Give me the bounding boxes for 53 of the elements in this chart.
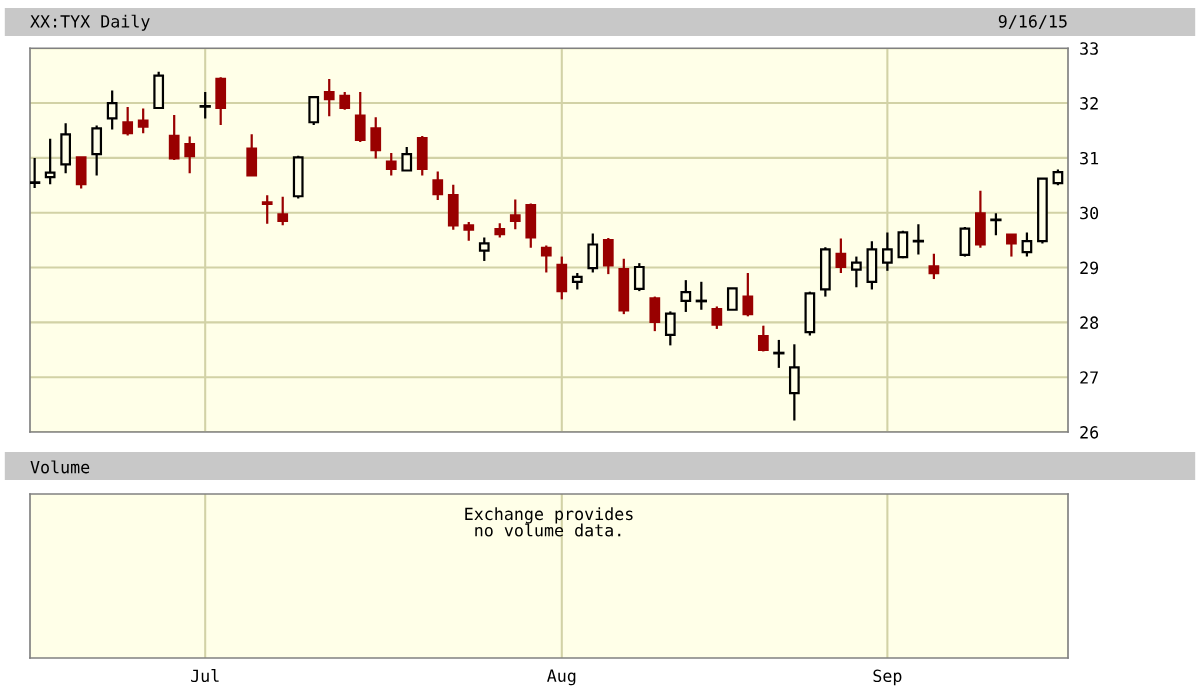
candlestick: [695, 280, 707, 311]
candlestick: [649, 295, 661, 333]
candlestick: [106, 89, 118, 131]
candlestick: [990, 212, 1002, 237]
candlestick: [30, 156, 41, 190]
candlestick: [680, 279, 692, 314]
candlestick: [773, 338, 785, 369]
candlestick: [370, 116, 382, 160]
candlestick: [1021, 231, 1033, 258]
text: Volume: [30, 460, 90, 474]
candlestick: [261, 194, 273, 225]
y-tick-label: 26: [1080, 426, 1099, 439]
candlestick: [664, 310, 676, 347]
candlestick: [851, 255, 862, 289]
y-tick-label: 30: [1080, 206, 1099, 220]
candlestick: [401, 145, 413, 172]
chart-title: XX:TYX Daily: [30, 14, 150, 31]
category-label: Jul: [191, 669, 219, 683]
candlestick: [540, 244, 552, 274]
candlestick: [432, 170, 444, 202]
candlestick: [277, 195, 289, 227]
candlestick: [44, 137, 56, 186]
candlestick: [199, 90, 211, 120]
candlestick: [742, 271, 754, 318]
candlestick: [912, 223, 925, 256]
candlestick: [587, 232, 599, 274]
chart-subtitle: 9/16/15: [998, 15, 1067, 29]
candlestick: [509, 198, 521, 231]
y-tick-label: 28: [1080, 316, 1099, 329]
candlestick: [633, 262, 645, 293]
candlestick: [1006, 233, 1017, 258]
y-tick-label: 27: [1080, 371, 1098, 384]
candlestick: [726, 287, 738, 311]
category-label: Aug: [547, 669, 576, 686]
y-tick-label: 32: [1080, 97, 1098, 110]
candlestick: [928, 252, 940, 281]
candlestick: [323, 77, 335, 118]
candlestick: [137, 107, 149, 135]
candlestick: [882, 231, 893, 272]
candlestick: [168, 114, 180, 162]
candlestick: [385, 151, 397, 177]
y-tick-label: 33: [1080, 42, 1098, 55]
y-tick-label: 29: [1080, 261, 1099, 275]
candlestick: [835, 237, 847, 275]
category-label: Sep: [873, 669, 902, 686]
candlestick: [478, 236, 490, 263]
candlestick: [711, 305, 723, 331]
candlestick: [463, 220, 475, 242]
candlestick: [184, 135, 196, 175]
text: Exchange provides no volume data.: [465, 507, 633, 537]
candlestick: [757, 324, 769, 353]
y-tick-label: 31: [1080, 151, 1099, 165]
candlestick: [122, 105, 134, 137]
